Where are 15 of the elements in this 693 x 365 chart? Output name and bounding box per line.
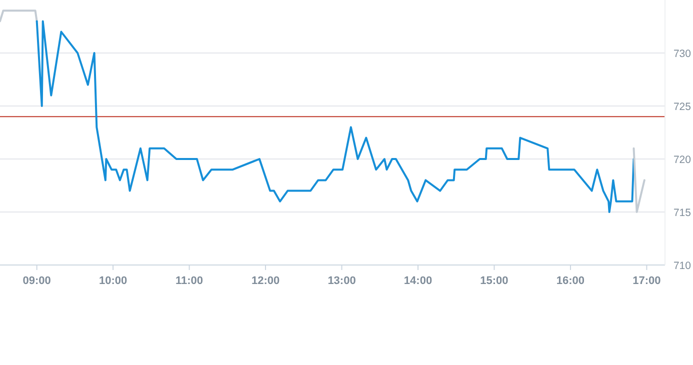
x-tick-label: 09:00 [22, 275, 51, 287]
x-tick-label: 16:00 [556, 275, 585, 287]
y-tick-label: 730 [673, 48, 692, 60]
line-series [36, 20, 635, 213]
x-tick-label: 17:00 [632, 275, 661, 287]
x-tick-label: 13:00 [328, 275, 356, 287]
y-tick-label: 715 [673, 207, 692, 219]
y-tick-label: 720 [673, 154, 692, 166]
x-tick-label: 10:00 [98, 275, 128, 287]
x-tick-label: 15:00 [480, 275, 508, 287]
x-tick-label: 14:00 [404, 275, 432, 287]
x-tick-label: 12:00 [251, 275, 280, 287]
x-tick-label: 11:00 [176, 275, 204, 287]
y-tick-label: 710 [673, 260, 692, 272]
y-tick-label: 725 [673, 101, 692, 113]
